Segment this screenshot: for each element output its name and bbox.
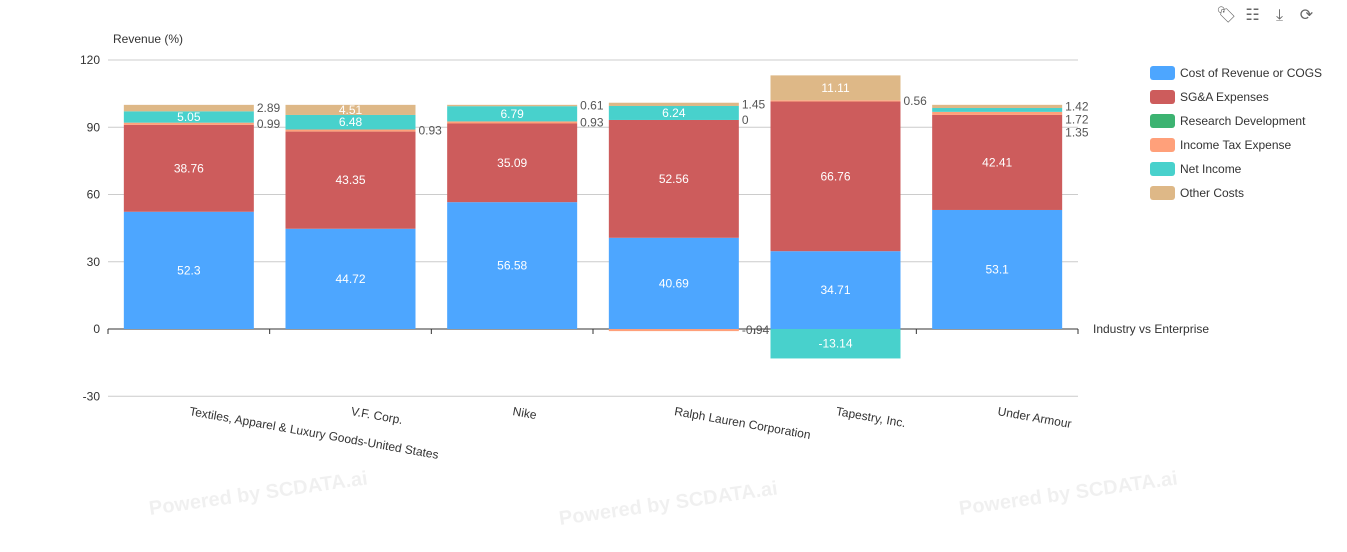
bar-segment: [285, 228, 416, 329]
data-label: 56.58: [497, 259, 527, 273]
legend-swatch: [1150, 138, 1175, 152]
bar-segment: [447, 121, 578, 124]
data-label: 11.11: [821, 81, 850, 95]
data-label: 6.24: [662, 106, 686, 120]
y-tick-label: 60: [87, 188, 101, 202]
data-label: 52.56: [659, 172, 689, 186]
bar-segment: [608, 105, 739, 120]
x-axis-label: Industry vs Enterprise: [1093, 322, 1209, 336]
x-tick-label: Ralph Lauren Corporation: [673, 404, 811, 442]
refresh-icon[interactable]: ⟳: [1299, 7, 1314, 24]
data-label: 4.51: [339, 103, 363, 117]
y-tick-label: 90: [87, 120, 101, 134]
chart-toolbar: 🏷 ☷ ⤓ ⟳: [1216, 6, 1316, 25]
y-tick-label: 0: [93, 322, 100, 336]
data-label: 1.72: [1065, 112, 1089, 126]
bar-segment: [770, 329, 901, 359]
data-label: 1.42: [1065, 99, 1089, 113]
y-tick-label: 30: [87, 255, 101, 269]
bar-segment: [608, 329, 739, 332]
legend-item: Income Tax Expense: [1180, 138, 1292, 152]
bar-segment: [608, 119, 739, 238]
bar-segment: [770, 101, 901, 252]
x-tick-label: Under Armour: [997, 404, 1073, 431]
data-view-icon[interactable]: ☷: [1245, 7, 1260, 24]
bar-segment: [770, 251, 901, 329]
data-label: 34.71: [820, 283, 850, 297]
data-label: 0.93: [580, 115, 604, 129]
x-tick-label: Nike: [512, 404, 538, 422]
watermark: Powered by SCDATA.ai: [558, 477, 779, 529]
bar-segment: [447, 123, 578, 203]
data-label: 6.48: [339, 115, 363, 129]
data-label: 2.89: [257, 101, 281, 115]
bar-segment: [932, 108, 1063, 112]
bar-segment: [447, 202, 578, 329]
legend-swatch: [1150, 90, 1175, 104]
data-label: 6.79: [500, 107, 524, 121]
bar-segment: [285, 104, 416, 115]
legend-swatch: [1150, 186, 1175, 200]
legend-item: Cost of Revenue or COGS: [1180, 66, 1322, 80]
legend-item: Research Development: [1180, 114, 1306, 128]
x-tick-label: V.F. Corp.: [350, 404, 404, 427]
y-axis-label: Revenue (%): [113, 32, 183, 46]
bar-segment: [447, 104, 578, 107]
data-label: 5.05: [177, 110, 201, 124]
bar-segment: [447, 106, 578, 122]
data-label: 38.76: [174, 161, 204, 175]
data-label: 1.45: [742, 97, 766, 111]
legend-item: Net Income: [1180, 162, 1242, 176]
bar-segment: [932, 114, 1063, 210]
bar-segment: [770, 75, 901, 101]
legend-item: Other Costs: [1180, 186, 1244, 200]
data-label: 35.09: [497, 156, 527, 170]
legend-swatch: [1150, 66, 1175, 80]
data-label: 0.61: [580, 99, 604, 113]
data-label: 44.72: [335, 272, 365, 286]
y-tick-label: -30: [83, 389, 101, 403]
bar-segment: [770, 100, 901, 102]
watermark: Powered by SCDATA.ai: [148, 467, 369, 519]
data-label: 0: [742, 113, 749, 127]
data-label: 40.69: [659, 276, 689, 290]
data-label: 0.56: [904, 94, 928, 108]
bar-segment: [285, 131, 416, 229]
bar-segment: [932, 104, 1063, 109]
tag-icon[interactable]: 🏷: [1216, 7, 1237, 24]
bar-segment: [285, 129, 416, 132]
bar-segment: [932, 209, 1063, 329]
watermark: Powered by SCDATA.ai: [958, 467, 1179, 519]
bar-segment: [123, 124, 254, 212]
y-tick-label: 120: [80, 53, 100, 67]
data-label: -0.94: [742, 323, 770, 337]
legend-swatch: [1150, 114, 1175, 128]
bar-segment: [123, 211, 254, 329]
bar-segment: [123, 111, 254, 123]
data-label: 42.41: [982, 155, 1012, 169]
bar-segment: [932, 111, 1063, 115]
bar-segment: [123, 104, 254, 112]
data-label: 0.99: [257, 117, 281, 131]
download-icon[interactable]: ⤓: [1275, 7, 1284, 24]
data-label: 0.93: [419, 124, 443, 138]
data-label: -13.14: [818, 337, 852, 351]
bar-segment: [608, 102, 739, 106]
bar-segment: [123, 122, 254, 125]
data-label: 66.76: [820, 169, 850, 183]
data-label: 1.35: [1065, 125, 1089, 139]
legend-swatch: [1150, 162, 1175, 176]
data-label: 43.35: [335, 173, 365, 187]
data-label: 52.3: [177, 263, 201, 277]
legend-item: SG&A Expenses: [1180, 90, 1269, 104]
x-tick-label: Tapestry, Inc.: [835, 404, 907, 430]
bar-segment: [608, 237, 739, 329]
data-label: 53.1: [985, 262, 1009, 276]
bar-segment: [285, 114, 416, 130]
